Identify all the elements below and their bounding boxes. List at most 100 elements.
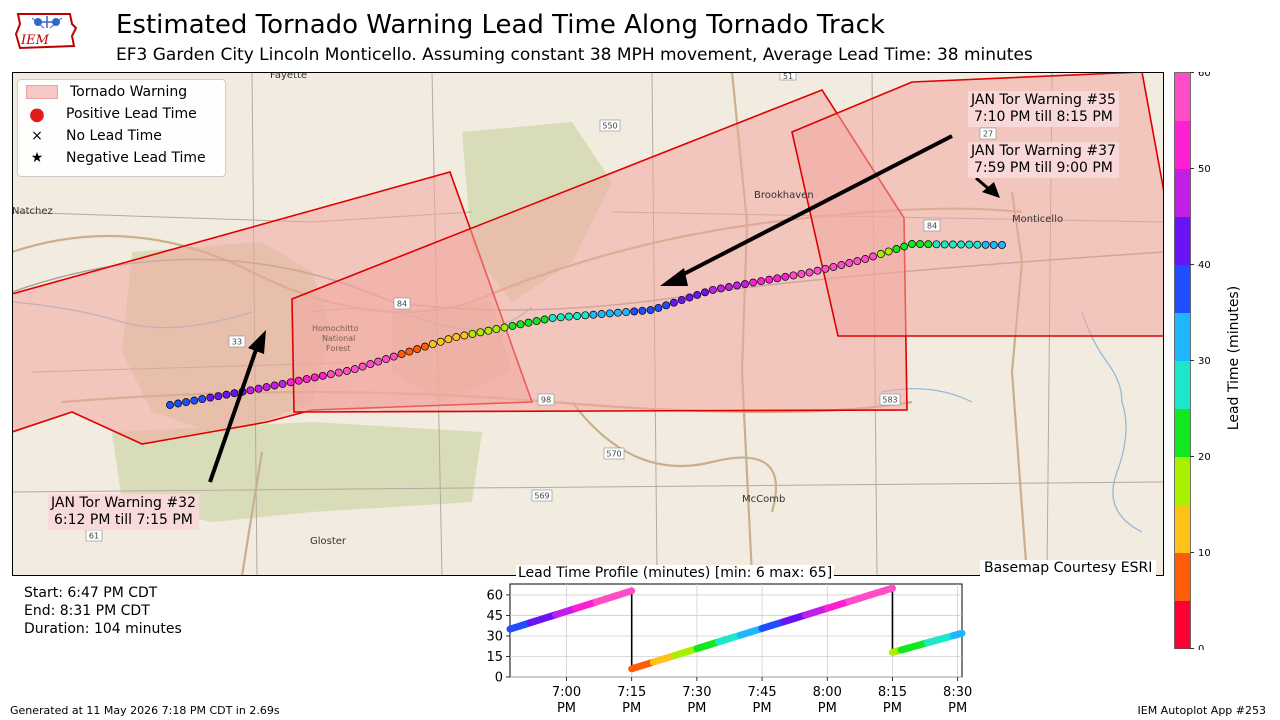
track-point <box>957 240 966 249</box>
track-point <box>484 326 493 335</box>
track-point <box>342 367 351 375</box>
forest-label: Forest <box>326 344 351 353</box>
track-point <box>677 296 686 305</box>
callout-time: 6:12 PM till 7:15 PM <box>54 512 193 528</box>
track-point <box>765 275 774 284</box>
colorbar-band <box>1174 168 1191 217</box>
lead-time-segment <box>878 584 896 595</box>
track-point <box>540 315 549 324</box>
track-point <box>548 313 557 322</box>
track-point <box>206 393 215 402</box>
track-point <box>908 240 916 248</box>
svg-text:550: 550 <box>602 122 617 131</box>
track-stats: Start: 6:47 PM CDT End: 8:31 PM CDT Dura… <box>24 584 182 638</box>
track-point <box>198 395 207 404</box>
track-point <box>932 240 941 249</box>
iem-logo: IEM <box>8 4 88 62</box>
track-point <box>916 240 925 249</box>
place-label: Monticello <box>1012 214 1063 225</box>
arrow-warning-35 <box>675 134 953 280</box>
track-point <box>646 306 655 315</box>
track-point <box>638 306 647 315</box>
track-point <box>892 245 901 253</box>
colorbar-band <box>1174 72 1191 121</box>
callout-title: JAN Tor Warning #32 <box>51 495 196 511</box>
arrow-warning-32 <box>208 343 260 483</box>
colorbar-tick-label: 0 <box>1198 644 1204 650</box>
x-tick-label: 7:15 <box>617 685 646 700</box>
track-point <box>421 342 429 351</box>
track-point <box>358 362 367 371</box>
warning-37-callout: JAN Tor Warning #37 7:59 PM till 9:00 PM <box>968 142 1119 178</box>
track-point <box>436 337 445 346</box>
track-point <box>565 312 573 321</box>
track-point <box>605 309 614 318</box>
track-point <box>573 312 582 320</box>
track-point <box>998 241 1006 249</box>
track-point <box>757 277 766 286</box>
lead-time-segment <box>955 629 966 638</box>
callout-time: 7:59 PM till 9:00 PM <box>974 160 1113 176</box>
track-point <box>166 401 174 409</box>
track-point <box>662 301 671 310</box>
track-point <box>174 399 183 408</box>
track-point <box>884 247 893 256</box>
svg-text:61: 61 <box>89 532 99 541</box>
colorbar-tick-label: 20 <box>1198 452 1211 463</box>
generated-stamp: Generated at 11 May 2026 7:18 PM CDT in … <box>10 704 280 717</box>
y-tick-label: 15 <box>486 650 503 665</box>
track-point <box>286 378 295 387</box>
x-tick-label: 8:30 <box>943 685 972 700</box>
track-point <box>781 272 790 281</box>
x-tick-label: PM <box>818 701 837 716</box>
track-point <box>708 285 717 294</box>
svg-text:98: 98 <box>541 396 551 405</box>
legend-label: Tornado Warning <box>70 84 188 100</box>
track-point <box>389 352 398 361</box>
track-point <box>532 317 541 326</box>
track-point <box>374 357 383 366</box>
colorbar-band <box>1174 408 1191 457</box>
track-point <box>924 240 933 249</box>
x-tick-label: 8:15 <box>878 685 907 700</box>
track-point <box>861 255 870 263</box>
annotation-arrows <box>208 134 1000 483</box>
track-point <box>701 288 709 297</box>
x-tick-label: 7:00 <box>552 685 581 700</box>
track-point <box>476 328 485 337</box>
colorbar-tick-label: 30 <box>1198 356 1211 367</box>
track-point <box>222 390 231 399</box>
forest-label: National <box>322 334 355 343</box>
track-point <box>318 371 327 380</box>
track-point <box>900 242 909 251</box>
colorbar-label: Lead Time (minutes) <box>1226 285 1242 431</box>
colorbar-band <box>1174 312 1191 361</box>
chart-frame <box>509 583 963 678</box>
svg-text:569: 569 <box>534 492 549 501</box>
track-point <box>837 261 846 269</box>
track-point <box>182 398 191 407</box>
track-point <box>613 308 622 317</box>
legend-item-none: × No Lead Time <box>26 126 162 146</box>
track-point <box>716 284 725 293</box>
track-point <box>622 308 631 317</box>
red-dot-icon: ● <box>29 103 45 125</box>
legend-item-warning: Tornado Warning <box>26 82 187 102</box>
track-point <box>940 240 949 249</box>
track-point <box>948 240 957 249</box>
colorbar-band <box>1174 504 1191 553</box>
track-point <box>821 264 830 273</box>
road-shields: 550 84 84 27 33 98 583 570 569 61 51 <box>85 72 997 542</box>
track-point <box>270 381 279 390</box>
track-point <box>492 325 501 334</box>
warning-patch-icon <box>26 85 58 99</box>
track-point <box>278 379 287 388</box>
x-tick-label: 7:45 <box>747 685 776 700</box>
profile-chart-title: Lead Time Profile (minutes) [min: 6 max:… <box>516 565 835 581</box>
track-point <box>829 262 838 271</box>
x-tick-label: PM <box>557 701 576 716</box>
track-point <box>693 290 702 299</box>
track-point <box>773 274 782 283</box>
x-tick-label: 8:00 <box>813 685 842 700</box>
